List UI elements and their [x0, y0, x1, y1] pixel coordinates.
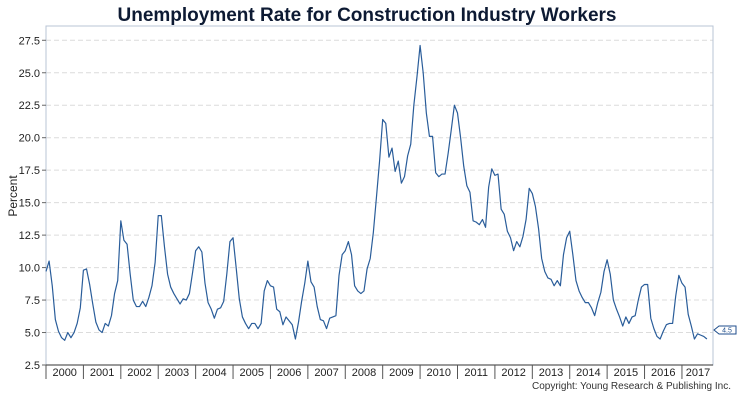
y-tick-label: 5.0: [25, 328, 40, 340]
last-value-tag: 4.5: [713, 325, 737, 335]
y-tick-label: 25.0: [19, 68, 40, 80]
x-tick-label: 2008: [352, 367, 376, 379]
last-value-label: 4.5: [722, 328, 732, 335]
x-tick-label: 2013: [539, 367, 563, 379]
x-tick-label: 2003: [165, 367, 189, 379]
x-tick-label: 2007: [314, 367, 338, 379]
y-tick-label: 20.0: [19, 133, 40, 145]
series-line: [45, 44, 708, 341]
y-axis-label: Percent: [6, 175, 20, 217]
series-group: [45, 44, 708, 341]
x-tick-label: 2000: [52, 367, 76, 379]
y-tick-label: 15.0: [19, 198, 40, 210]
copyright-notice: Copyright: Young Research & Publishing I…: [532, 381, 731, 392]
x-tick-label: 2010: [427, 367, 451, 379]
y-tick-label: 7.5: [25, 295, 40, 307]
y-tick-label: 22.5: [19, 100, 40, 112]
chart-title: Unemployment Rate for Construction Indus…: [118, 5, 617, 26]
y-tick-label: 2.5: [25, 360, 40, 372]
y-tick-label: 12.5: [19, 230, 40, 242]
x-tick-label: 2016: [651, 367, 675, 379]
x-tick-label: 2009: [389, 367, 413, 379]
x-tick-label: 2004: [202, 367, 226, 379]
plot-frame: [45, 25, 714, 366]
y-axis: 2.5 5.0 7.5 10.0 12.5 15.0 17.5 20.0 22.5 25.0 27.…: [19, 35, 46, 372]
x-tick-label: 2011: [464, 367, 488, 379]
y-tick-label: 27.5: [19, 35, 40, 47]
x-tick-label: 2015: [614, 367, 638, 379]
x-axis: 2000 2001 2002 2003 2004 2005 2006 2007 2008 2009…: [45, 364, 713, 379]
y-tick-label: 10.0: [19, 263, 40, 275]
last-value-tag-shape: [713, 325, 737, 335]
x-tick-label: 2006: [277, 367, 301, 379]
x-tick-label: 2002: [127, 367, 151, 379]
x-tick-label: 2005: [240, 367, 264, 379]
x-tick-label: 2012: [501, 367, 525, 379]
x-tick-label: 2001: [90, 367, 114, 379]
x-tick-label: 2014: [576, 367, 600, 379]
y-tick-label: 17.5: [19, 165, 40, 177]
gridlines: [46, 39, 713, 366]
x-tick-label: 2017: [686, 367, 710, 379]
